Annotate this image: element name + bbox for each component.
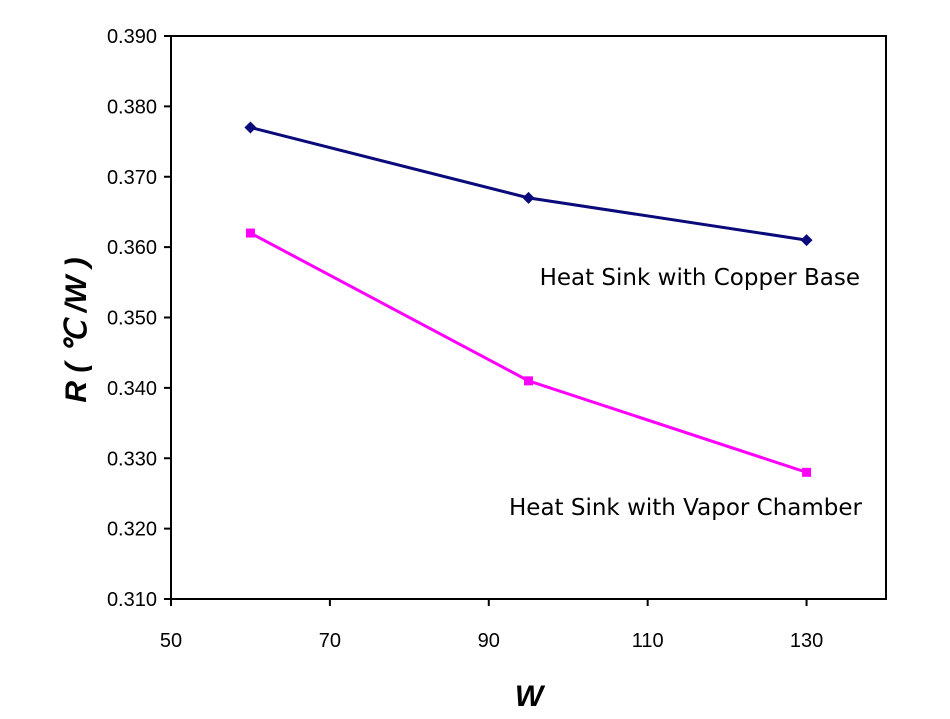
x-tick-label: 90	[478, 630, 500, 652]
y-tick-label: 0.340	[107, 378, 157, 400]
axis-ticks	[164, 35, 808, 606]
data-point-diamond	[800, 234, 813, 247]
series-copper-base	[244, 121, 813, 247]
y-tick-label: 0.320	[107, 519, 157, 541]
data-point-square	[524, 376, 533, 386]
y-tick-label: 0.390	[107, 26, 157, 48]
data-point-diamond	[522, 191, 535, 204]
y-tick-label: 0.310	[107, 589, 157, 611]
y-tick-label: 0.330	[107, 448, 157, 470]
x-tick-label: 50	[160, 630, 182, 652]
data-point-square	[802, 467, 812, 477]
x-axis-title: W	[515, 680, 546, 713]
plot-area-frame	[170, 35, 887, 600]
y-tick-label: 0.350	[107, 308, 157, 330]
y-axis-title: R ( ℃ /W )	[60, 257, 93, 402]
y-tick-label: 0.370	[107, 167, 157, 189]
data-point-diamond	[244, 121, 257, 134]
x-tick-label: 130	[790, 630, 823, 652]
x-tick-label: 70	[319, 630, 341, 652]
data-point-square	[245, 228, 255, 238]
series-vapor-chamber	[245, 228, 812, 477]
x-tick-label: 110	[632, 630, 664, 652]
series-layer	[244, 121, 813, 477]
series-label-copper-base: Heat Sink with Copper Base	[540, 265, 860, 291]
series-line	[250, 126, 807, 242]
series-label-vapor-chamber: Heat Sink with Vapor Chamber	[509, 495, 863, 521]
tick-labels: 0.310 0.320 0.330 0.340 0.350 0.360 0.370 0.380…	[107, 26, 823, 652]
y-tick-label: 0.360	[107, 237, 157, 259]
y-tick-label: 0.380	[107, 96, 157, 118]
